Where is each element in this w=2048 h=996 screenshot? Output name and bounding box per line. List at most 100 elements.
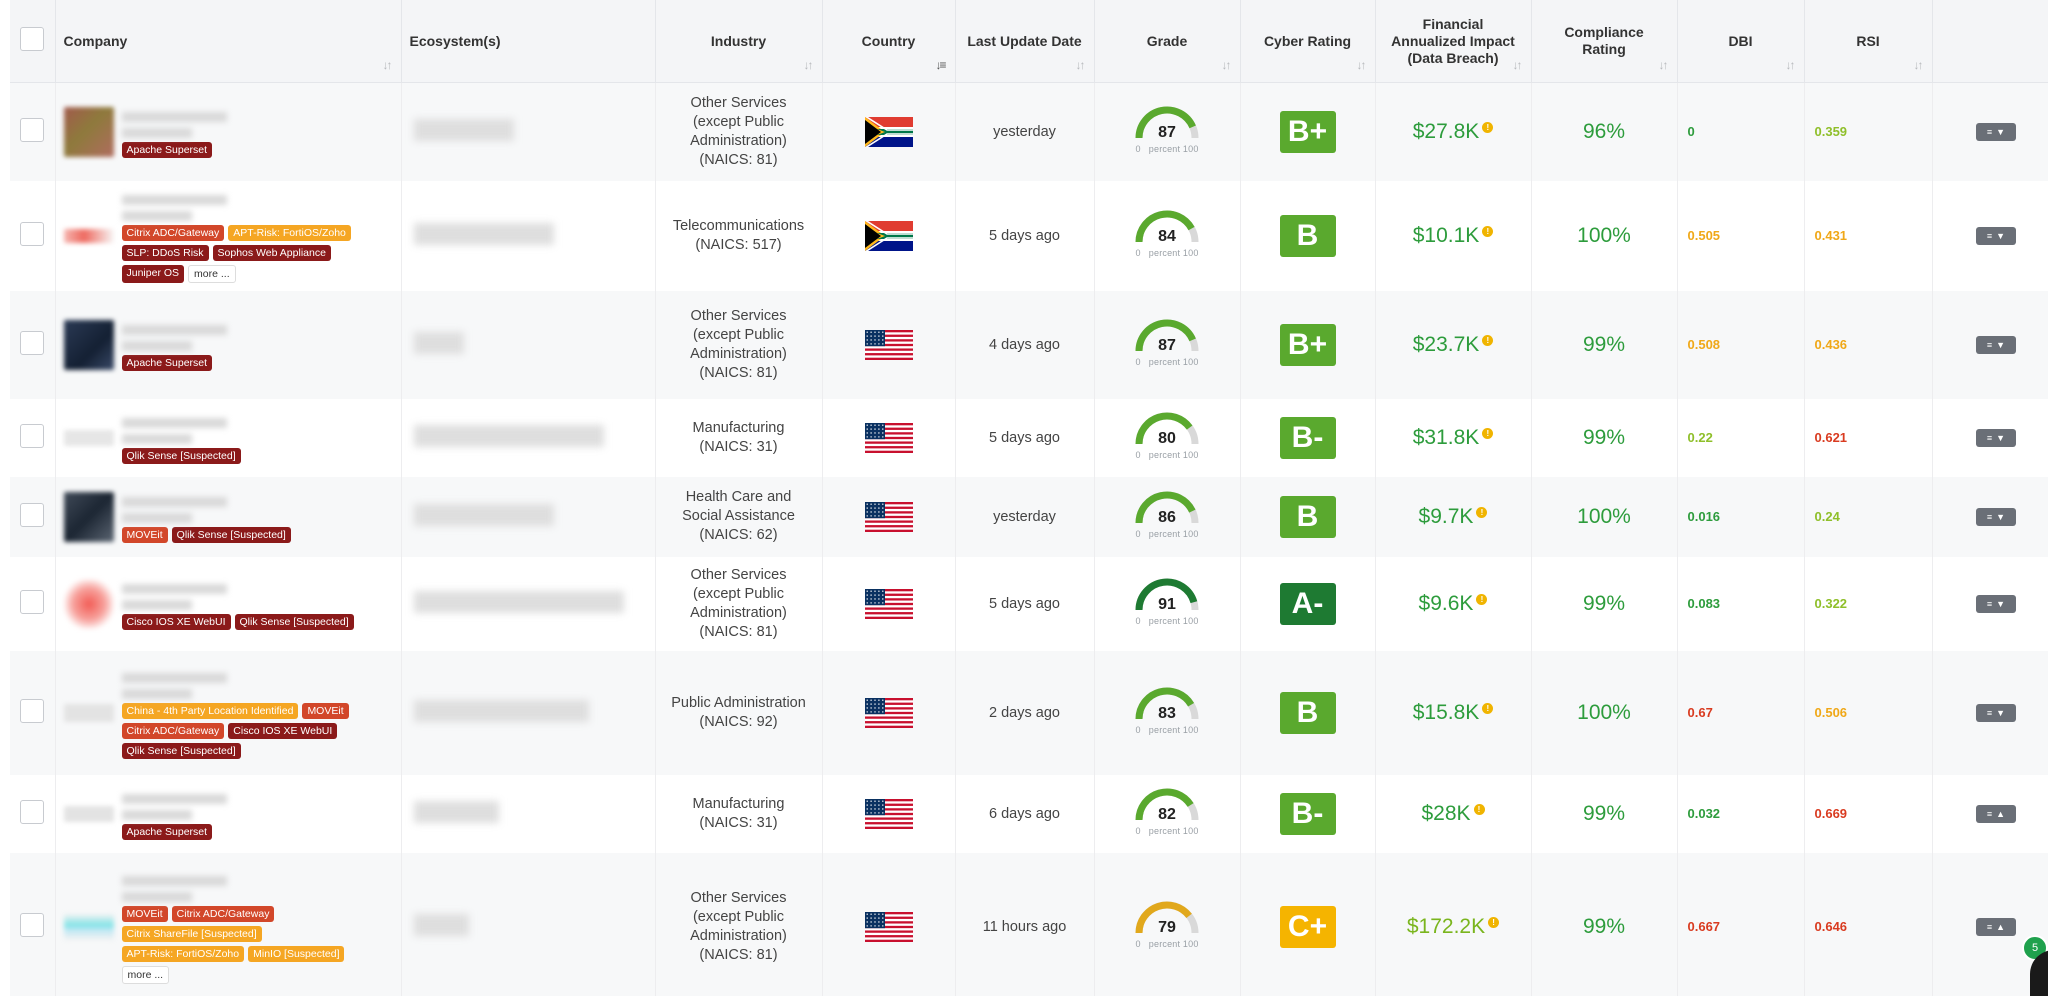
risk-tag[interactable]: Citrix ShareFile [Suspected] (121, 925, 262, 942)
row-actions-button[interactable]: ≡ ▲ (1976, 805, 2016, 823)
row-actions-button[interactable]: ≡ ▼ (1976, 123, 2016, 142)
risk-tag[interactable]: Apache Superset (121, 354, 213, 371)
sort-icon[interactable]: ↓↑ (1221, 58, 1232, 72)
table-row[interactable]: Qlik Sense [Suspected] Manufacturing (NAIC… (10, 398, 2048, 477)
company-cell[interactable]: MOVEit Citrix ADC/Gateway Citrix ShareFile… (55, 852, 402, 996)
row-checkbox[interactable] (20, 590, 45, 614)
sort-icon[interactable]: ↓↑ (1356, 58, 1367, 72)
cyber-rating-badge[interactable]: A- (1279, 582, 1336, 625)
cyber-rating-badge[interactable]: B+ (1279, 323, 1336, 366)
row-checkbox[interactable] (20, 222, 45, 246)
company-cell[interactable]: Apache Superset (55, 290, 402, 399)
more-tags-link[interactable]: more ... (121, 965, 170, 984)
company-name-redacted[interactable] (121, 793, 227, 804)
cyber-rating-badge[interactable]: B+ (1279, 110, 1336, 153)
risk-tag[interactable]: China - 4th Party Location Identified (121, 702, 299, 719)
row-actions-button[interactable]: ≡ ▼ (1976, 595, 2016, 613)
company-name-redacted[interactable] (121, 417, 227, 428)
risk-tag[interactable]: APT-Risk: FortiOS/Zoho (121, 945, 245, 962)
table-row[interactable]: Apache Superset Other Services (except Pub… (10, 290, 2048, 399)
table-row[interactable]: Citrix ADC/Gateway APT-Risk: FortiOS/Zoho… (10, 180, 2048, 291)
row-checkbox[interactable] (20, 331, 45, 355)
risk-tag[interactable]: Citrix ADC/Gateway (121, 722, 225, 739)
risk-tag[interactable]: Apache Superset (121, 823, 213, 840)
grade-column-header[interactable]: Grade ↓↑ (1094, 0, 1241, 83)
risk-tag[interactable]: MinIO [Suspected] (248, 945, 345, 962)
cyber-rating-badge[interactable]: B- (1279, 416, 1336, 459)
company-name-redacted[interactable] (121, 111, 227, 122)
row-actions-button[interactable]: ≡ ▼ (1976, 227, 2016, 245)
company-name-redacted[interactable] (121, 324, 227, 335)
company-cell[interactable]: Apache Superset (55, 82, 402, 181)
row-actions-button[interactable]: ≡ ▼ (1976, 336, 2016, 354)
row-checkbox[interactable] (20, 424, 45, 448)
info-icon[interactable]: ! (1488, 916, 1500, 928)
more-tags-link[interactable]: more ... (188, 264, 236, 283)
sort-icon[interactable]: ↓↑ (803, 58, 814, 72)
company-cell[interactable]: Citrix ADC/Gateway APT-Risk: FortiOS/Zoho… (55, 180, 402, 291)
sort-active-icon[interactable]: ↓≡ (935, 58, 946, 72)
risk-tag[interactable]: Qlik Sense [Suspected] (121, 447, 241, 464)
company-name-redacted[interactable] (121, 194, 227, 205)
company-cell[interactable]: Apache Superset (55, 774, 402, 853)
info-icon[interactable]: ! (1482, 225, 1494, 237)
table-row[interactable]: Cisco IOS XE WebUI Qlik Sense [Suspected]… (10, 556, 2048, 651)
row-checkbox[interactable] (20, 118, 45, 143)
cyber-rating-badge[interactable]: B (1279, 214, 1336, 257)
financial-impact-column-header[interactable]: Financial Annualized Impact (Data Breach… (1375, 0, 1532, 83)
company-name-redacted[interactable] (121, 496, 227, 507)
company-cell[interactable]: MOVEit Qlik Sense [Suspected] (55, 476, 402, 557)
table-row[interactable]: China - 4th Party Location Identified MOV… (10, 650, 2048, 775)
sort-icon[interactable]: ↓↑ (1913, 58, 1924, 72)
last-update-column-header[interactable]: Last Update Date ↓↑ (955, 0, 1095, 83)
chat-widget-icon[interactable] (2030, 950, 2048, 996)
risk-tag[interactable]: Cisco IOS XE WebUI (121, 613, 231, 630)
sort-icon[interactable]: ↓↑ (1075, 58, 1086, 72)
risk-tag[interactable]: MOVEit (302, 702, 349, 719)
company-cell[interactable]: Cisco IOS XE WebUI Qlik Sense [Suspected] (55, 556, 402, 651)
risk-tag[interactable]: Juniper OS (121, 264, 185, 283)
risk-tag[interactable]: MOVEit (121, 526, 168, 543)
table-row[interactable]: MOVEit Qlik Sense [Suspected] Health Care … (10, 476, 2048, 557)
row-checkbox[interactable] (20, 699, 45, 723)
company-name-redacted[interactable] (121, 583, 227, 594)
sort-icon[interactable]: ↓↑ (1658, 58, 1669, 72)
risk-tag[interactable]: Cisco IOS XE WebUI (228, 722, 338, 739)
risk-tag[interactable]: Qlik Sense [Suspected] (171, 526, 291, 543)
risk-tag[interactable]: Sophos Web Appliance (212, 244, 331, 261)
company-name-redacted[interactable] (121, 672, 227, 683)
country-column-header[interactable]: Country ↓≡ (822, 0, 956, 83)
row-actions-button[interactable]: ≡ ▼ (1976, 704, 2016, 722)
info-icon[interactable]: ! (1482, 702, 1494, 714)
sort-icon[interactable]: ↓↑ (382, 58, 393, 72)
company-column-header[interactable]: Company ↓↑ (55, 0, 402, 83)
table-row[interactable]: Apache Superset Manufacturing (NAICS: 31) 6… (10, 774, 2048, 853)
dbi-column-header[interactable]: DBI ↓↑ (1677, 0, 1805, 83)
table-row[interactable]: MOVEit Citrix ADC/Gateway Citrix ShareFile… (10, 852, 2048, 996)
info-icon[interactable]: ! (1482, 334, 1494, 346)
risk-tag[interactable]: APT-Risk: FortiOS/Zoho (228, 224, 351, 241)
sort-icon[interactable]: ↓↑ (1512, 58, 1523, 72)
rsi-column-header[interactable]: RSI ↓↑ (1804, 0, 1933, 83)
company-cell[interactable]: Qlik Sense [Suspected] (55, 398, 402, 477)
row-checkbox[interactable] (20, 503, 45, 527)
info-icon[interactable]: ! (1473, 803, 1485, 815)
sort-icon[interactable]: ↓↑ (1785, 58, 1796, 72)
row-actions-button[interactable]: ≡ ▼ (1976, 508, 2016, 526)
cyber-rating-badge[interactable]: B (1279, 495, 1336, 538)
risk-tag[interactable]: Citrix ADC/Gateway (121, 224, 225, 241)
risk-tag[interactable]: Qlik Sense [Suspected] (234, 613, 354, 630)
info-icon[interactable]: ! (1482, 427, 1494, 439)
cyber-rating-badge[interactable]: B (1279, 691, 1336, 734)
select-all-checkbox[interactable] (20, 27, 45, 51)
compliance-rating-column-header[interactable]: Compliance Rating ↓↑ (1531, 0, 1678, 83)
info-icon[interactable]: ! (1476, 593, 1488, 605)
risk-tag[interactable]: MOVEit (121, 905, 168, 922)
risk-tag[interactable]: Citrix ADC/Gateway (171, 905, 275, 922)
row-checkbox[interactable] (20, 800, 45, 824)
info-icon[interactable]: ! (1482, 121, 1494, 133)
cyber-rating-column-header[interactable]: Cyber Rating ↓↑ (1240, 0, 1376, 83)
industry-column-header[interactable]: Industry ↓↑ (655, 0, 823, 83)
info-icon[interactable]: ! (1476, 506, 1488, 518)
company-cell[interactable]: China - 4th Party Location Identified MOV… (55, 650, 402, 775)
